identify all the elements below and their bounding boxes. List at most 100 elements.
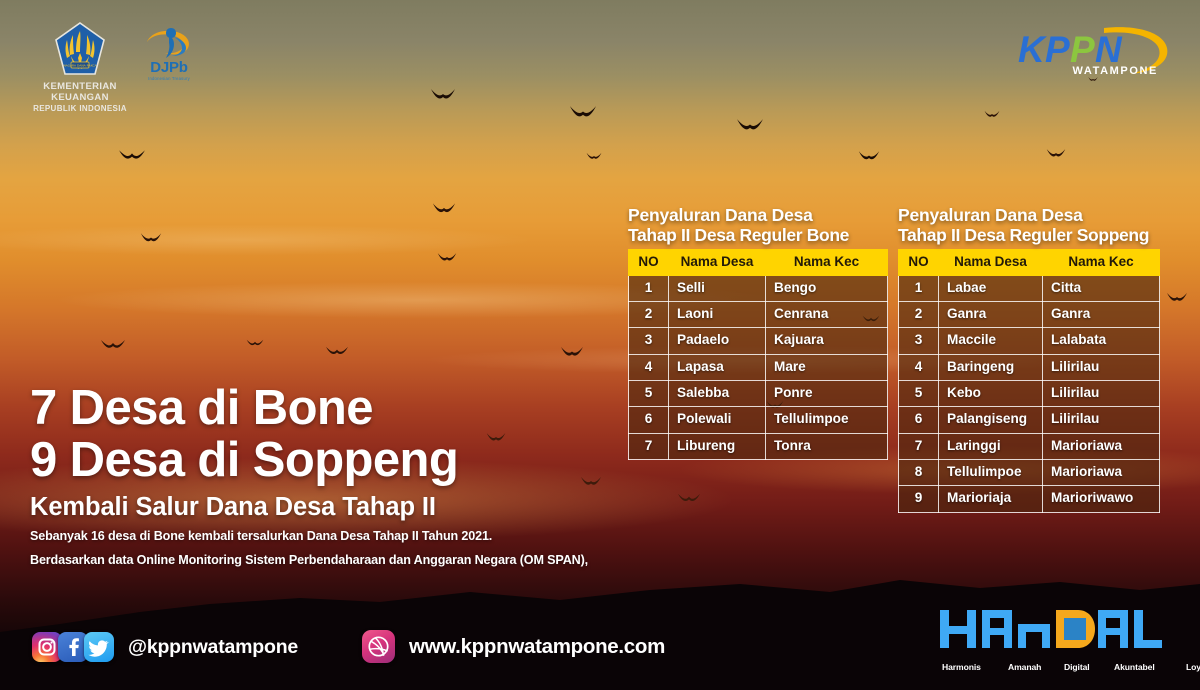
table-bone-title: Penyaluran Dana Desa Tahap II Desa Regul… bbox=[628, 205, 888, 245]
cell-nama-kec: Tellulimpoe bbox=[765, 406, 888, 434]
column-header-desa: Nama Desa bbox=[938, 249, 1043, 276]
headline-body-2: Berdasarkan data Online Monitoring Siste… bbox=[30, 553, 588, 568]
table-row: 7 Libureng Tonra bbox=[628, 432, 888, 460]
instagram-icon[interactable] bbox=[32, 632, 62, 662]
cell-no: 1 bbox=[628, 274, 669, 303]
cell-no: 9 bbox=[898, 485, 939, 513]
headline-line-1: 7 Desa di Bone bbox=[30, 381, 373, 435]
cell-nama-kec: Bengo bbox=[765, 274, 888, 303]
social-handle-text: @kppnwatampone bbox=[128, 635, 299, 658]
handal-sub-amanah: Amanah bbox=[1008, 662, 1042, 672]
cell-nama-kec: Lilirilau bbox=[1042, 406, 1160, 434]
djpb-swirl-icon bbox=[138, 26, 200, 60]
table-soppeng-title-line2: Tahap II Desa Reguler Soppeng bbox=[898, 224, 1150, 245]
cell-nama-desa: Labae bbox=[938, 274, 1043, 303]
column-header-no: NO bbox=[898, 249, 939, 276]
cell-nama-desa: Selli bbox=[668, 274, 766, 303]
table-row: 2 Ganra Ganra bbox=[898, 301, 1160, 329]
cell-no: 7 bbox=[628, 432, 669, 460]
cell-no: 2 bbox=[628, 301, 669, 329]
table-soppeng-body: 1 Labae Citta 2 Ganra Ganra 3 Maccile Lalabata 4 B… bbox=[898, 274, 1160, 513]
bird-icon bbox=[858, 150, 880, 161]
cell-nama-desa: Kebo bbox=[938, 379, 1043, 408]
djpb-subtitle: Indonesian Treasury bbox=[148, 76, 190, 81]
bird-icon bbox=[430, 88, 456, 100]
headline-subtitle: Kembali Salur Dana Desa Tahap II bbox=[30, 492, 436, 521]
bird-icon bbox=[984, 110, 1000, 118]
cell-nama-kec: Marioriawa bbox=[1042, 458, 1160, 487]
land-silhouette bbox=[0, 540, 1200, 690]
dribbble-icon[interactable] bbox=[362, 630, 395, 663]
table-header-row: NO Nama Desa Nama Kec bbox=[898, 249, 1160, 276]
website-group[interactable]: www.kppnwatampone.com bbox=[362, 630, 665, 663]
bird-icon bbox=[325, 345, 349, 356]
handal-sub-loyal: Loyal bbox=[1186, 662, 1200, 672]
cell-nama-kec: Tonra bbox=[765, 432, 888, 460]
cell-nama-kec: Ponre bbox=[765, 379, 888, 408]
table-row: 9 Marioriaja Marioriwawo bbox=[898, 485, 1160, 513]
social-media-group[interactable]: @kppnwatampone bbox=[32, 632, 298, 662]
cell-nama-desa: Laringgi bbox=[938, 432, 1043, 460]
cell-no: 1 bbox=[898, 274, 939, 303]
table-row: 5 Kebo Lilirilau bbox=[898, 379, 1160, 408]
bird-icon bbox=[586, 152, 602, 160]
table-bone-body: 1 Selli Bengo 2 Laoni Cenrana 3 Padaelo Kajuara 4… bbox=[628, 274, 888, 460]
table-row: 6 Palangiseng Lilirilau bbox=[898, 406, 1160, 434]
facebook-icon[interactable] bbox=[58, 632, 88, 662]
kemenkeu-line2: REPUBLIK INDONESIA bbox=[33, 104, 127, 113]
handal-sub-harmonis: Harmonis bbox=[942, 662, 981, 672]
table-row: 6 Polewali Tellulimpoe bbox=[628, 406, 888, 434]
kemenkeu-line1: KEMENTERIAN KEUANGAN bbox=[43, 81, 117, 103]
table-bone: NO Nama Desa Nama Kec 1 Selli Bengo 2 Laoni C… bbox=[628, 249, 888, 460]
twitter-icon[interactable] bbox=[84, 632, 114, 662]
handal-sub-akuntabel: Akuntabel bbox=[1114, 662, 1155, 672]
garuda-shield-icon: NAGARA DANA RAKCA bbox=[54, 22, 106, 78]
cell-no: 6 bbox=[898, 406, 939, 434]
cell-nama-kec: Marioriawa bbox=[1042, 432, 1160, 460]
kppn-swoosh-icon: K P P N bbox=[1018, 27, 1168, 74]
svg-text:K: K bbox=[1018, 29, 1047, 70]
table-bone-title-line1: Penyaluran Dana Desa bbox=[628, 205, 813, 225]
cell-nama-kec: Mare bbox=[765, 353, 888, 381]
column-header-no: NO bbox=[628, 249, 669, 276]
table-bone-title-line2: Tahap II Desa Reguler Bone bbox=[628, 224, 850, 245]
kppn-subtitle: WATAMPONE bbox=[1072, 65, 1158, 77]
table-row: 4 Baringeng Lilirilau bbox=[898, 353, 1160, 381]
bird-icon bbox=[560, 346, 584, 357]
table-row: 8 Tellulimpoe Marioriawa bbox=[898, 458, 1160, 487]
cell-no: 6 bbox=[628, 406, 669, 434]
cell-no: 3 bbox=[628, 327, 669, 355]
cell-nama-kec: Lalabata bbox=[1042, 327, 1160, 355]
cell-nama-desa: Maccile bbox=[938, 327, 1043, 355]
column-header-kec: Nama Kec bbox=[1042, 249, 1160, 276]
bird-icon bbox=[1046, 148, 1066, 158]
cell-no: 3 bbox=[898, 327, 939, 355]
cell-nama-kec: Ganra bbox=[1042, 301, 1160, 329]
table-row: 5 Salebba Ponre bbox=[628, 379, 888, 408]
cell-nama-kec: Lilirilau bbox=[1042, 379, 1160, 408]
headline-block: 7 Desa di Bone 9 Desa di Soppeng Kembali… bbox=[30, 381, 610, 571]
cell-nama-desa: Lapasa bbox=[668, 353, 766, 381]
headline-body-1: Sebanyak 16 desa di Bone kembali tersalu… bbox=[30, 528, 493, 543]
bird-icon bbox=[676, 492, 702, 503]
table-header-row: NO Nama Desa Nama Kec bbox=[628, 249, 888, 276]
cell-no: 8 bbox=[898, 458, 939, 487]
bird-icon bbox=[246, 338, 264, 347]
handal-sub-digital: Digital bbox=[1064, 662, 1090, 672]
bird-icon bbox=[118, 148, 146, 161]
bird-icon bbox=[100, 338, 126, 350]
svg-text:NAGARA DANA RAKCA: NAGARA DANA RAKCA bbox=[63, 64, 97, 68]
table-soppeng-title-line1: Penyaluran Dana Desa bbox=[898, 205, 1083, 225]
cell-no: 7 bbox=[898, 432, 939, 460]
table-row: 1 Selli Bengo bbox=[628, 274, 888, 303]
cell-no: 5 bbox=[628, 379, 669, 408]
handal-wordmark-icon bbox=[940, 610, 1162, 648]
table-row: 2 Laoni Cenrana bbox=[628, 301, 888, 329]
bird-icon bbox=[432, 202, 456, 214]
svg-text:N: N bbox=[1095, 29, 1123, 70]
cell-no: 2 bbox=[898, 301, 939, 329]
cell-nama-desa: Laoni bbox=[668, 301, 766, 329]
cell-nama-kec: Citta bbox=[1042, 274, 1160, 303]
bird-icon bbox=[437, 252, 457, 262]
